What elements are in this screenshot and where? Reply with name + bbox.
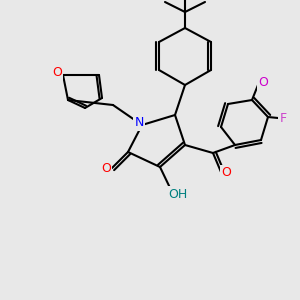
Text: O: O bbox=[221, 167, 231, 179]
Text: O: O bbox=[52, 67, 62, 80]
Text: O: O bbox=[258, 76, 268, 89]
Text: N: N bbox=[134, 116, 144, 130]
Text: F: F bbox=[279, 112, 286, 124]
Text: OH: OH bbox=[168, 188, 188, 200]
Text: O: O bbox=[101, 161, 111, 175]
